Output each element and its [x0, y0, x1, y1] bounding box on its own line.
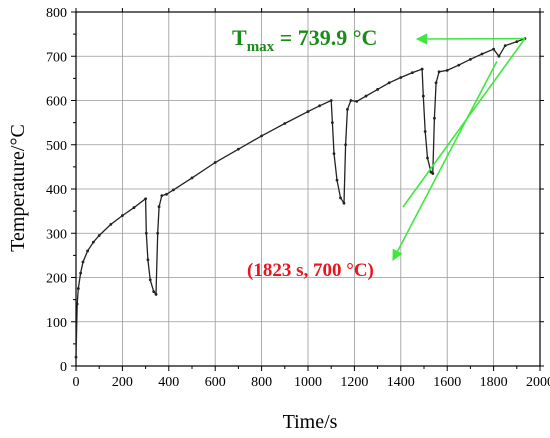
- x-tick-label: 1800: [480, 375, 508, 390]
- tmax-label-sub: max: [247, 39, 275, 55]
- data-point: [213, 161, 217, 164]
- data-point: [342, 201, 346, 205]
- y-axis-title: Temperature/°C: [7, 124, 29, 252]
- y-tick-label: 700: [46, 50, 67, 65]
- x-tick-label: 200: [112, 375, 133, 390]
- data-point: [109, 223, 113, 226]
- data-point: [411, 71, 414, 75]
- grid: [76, 12, 540, 366]
- data-point: [79, 271, 83, 275]
- data-point: [329, 99, 333, 102]
- x-tick-label: 1000: [294, 375, 322, 390]
- data-point: [157, 205, 161, 209]
- y-tick-label: 400: [46, 183, 67, 198]
- x-tick-label: 400: [158, 375, 179, 390]
- data-point: [86, 249, 89, 253]
- series-layer: [74, 37, 527, 359]
- x-tick-label: 600: [205, 375, 226, 390]
- data-point: [165, 192, 168, 196]
- y-tick-label: 200: [46, 272, 67, 287]
- data-point: [457, 63, 461, 67]
- data-point: [97, 234, 101, 237]
- data-point: [144, 197, 148, 201]
- data-point: [515, 40, 519, 44]
- data-point: [160, 194, 164, 198]
- data-point: [344, 143, 347, 147]
- data-point: [152, 290, 156, 294]
- series-line: [75, 37, 526, 358]
- tmax-annotation: Tmax = 739.9 °C: [232, 25, 377, 55]
- y-axis-ticks: 0 100 200 300 400 500 600 700 800: [46, 6, 544, 375]
- point-arrow: [392, 60, 498, 261]
- data-point: [469, 57, 472, 61]
- data-point: [92, 240, 95, 244]
- data-point: [330, 121, 334, 125]
- data-point: [364, 94, 368, 98]
- data-point: [355, 99, 359, 103]
- data-point: [346, 107, 349, 111]
- data-point: [423, 130, 427, 133]
- data-point: [332, 152, 336, 156]
- y-tick-label: 300: [46, 227, 67, 242]
- y-tick-label: 100: [46, 316, 67, 331]
- data-point: [146, 258, 150, 262]
- data-point: [75, 302, 79, 306]
- data-point: [503, 44, 507, 48]
- y-tick-label: 0: [60, 360, 67, 375]
- data-point: [121, 214, 124, 217]
- x-tick-label: 1400: [387, 375, 415, 390]
- data-point: [492, 47, 495, 51]
- data-point: [339, 196, 342, 200]
- data-point: [433, 116, 436, 120]
- data-point: [76, 287, 80, 290]
- data-point: [431, 172, 435, 175]
- data-point: [283, 122, 287, 125]
- data-point: [306, 110, 310, 113]
- point-annotation: (1823 s, 700 °C): [247, 260, 374, 281]
- data-point: [376, 88, 379, 91]
- data-point: [387, 81, 391, 85]
- y-tick-label: 500: [46, 139, 67, 154]
- data-point: [497, 54, 501, 58]
- data-point: [318, 104, 321, 108]
- x-tick-label: 0: [73, 375, 80, 390]
- tmax-label-t: T: [232, 25, 247, 50]
- data-point: [132, 206, 136, 209]
- data-point: [480, 52, 484, 56]
- x-axis-title: Time/s: [283, 411, 338, 433]
- data-point: [156, 231, 160, 235]
- data-point: [426, 156, 429, 160]
- data-point: [445, 69, 449, 72]
- annotations: Tmax = 739.9 °C (1823 s, 700 °C): [232, 25, 526, 281]
- data-point: [434, 81, 438, 85]
- data-point: [190, 176, 194, 180]
- data-point: [260, 134, 263, 138]
- data-point: [420, 67, 424, 71]
- data-point: [81, 260, 85, 264]
- data-point: [154, 292, 158, 296]
- data-point: [237, 147, 240, 151]
- data-point: [74, 355, 78, 359]
- x-tick-label: 800: [251, 375, 272, 390]
- data-point: [172, 188, 175, 192]
- x-tick-label: 1600: [433, 375, 461, 390]
- data-point: [437, 70, 441, 74]
- data-point: [399, 76, 403, 79]
- data-point: [335, 178, 339, 182]
- data-point: [349, 99, 353, 102]
- tmax-label-rest: = 739.9 °C: [274, 25, 377, 50]
- y-tick-label: 800: [46, 6, 67, 21]
- data-point: [144, 231, 148, 235]
- data-point: [421, 94, 425, 98]
- y-tick-label: 600: [46, 95, 67, 110]
- data-point: [148, 278, 152, 282]
- x-tick-label: 1200: [340, 375, 368, 390]
